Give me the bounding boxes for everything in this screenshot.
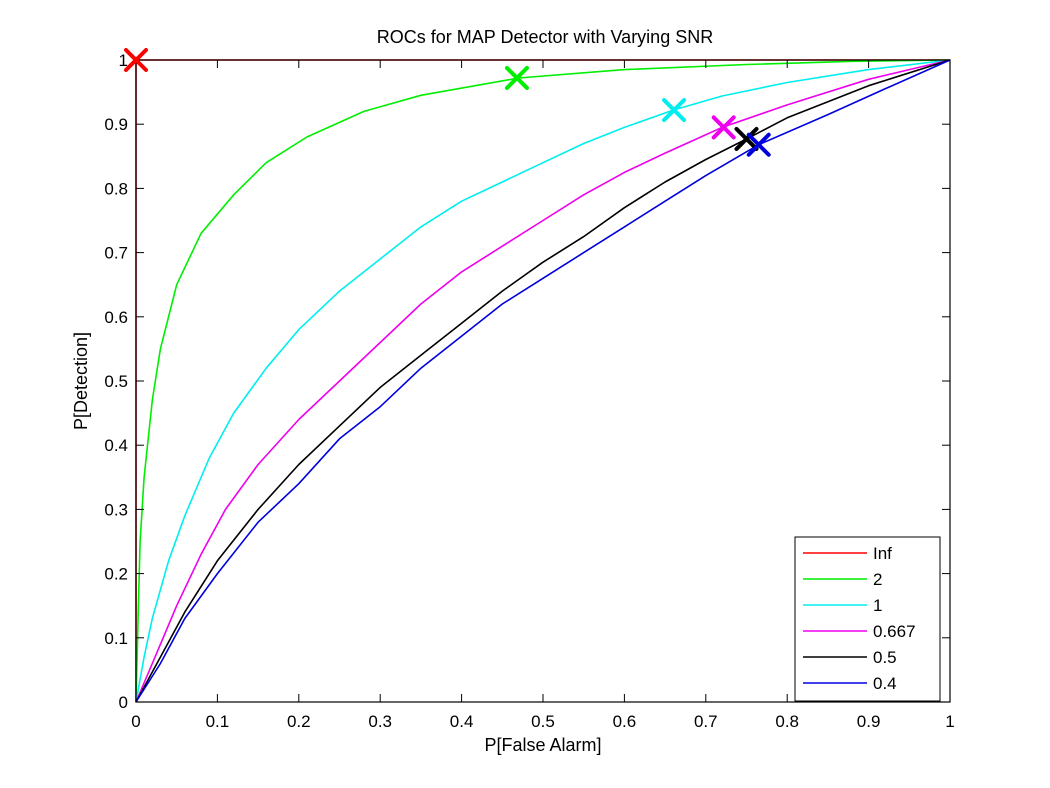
y-tick-label: 1 xyxy=(119,51,128,70)
operating-point-marker xyxy=(746,132,771,157)
operating-point-marker xyxy=(711,115,736,140)
legend-label: 0.4 xyxy=(873,674,897,693)
legend: Inf 2 1 0.667 0.5 0.4 xyxy=(794,536,941,702)
series-line xyxy=(135,59,951,703)
x-tick-label: 0 xyxy=(131,712,140,731)
chart-title: ROCs for MAP Detector with Varying SNR xyxy=(377,27,713,47)
y-tick-label: 0.1 xyxy=(104,629,128,648)
y-tick-label: 0.6 xyxy=(104,308,128,327)
operating-point-marker xyxy=(504,65,529,90)
legend-label: Inf xyxy=(873,544,892,563)
operating-point-marker xyxy=(734,126,759,151)
series-line xyxy=(135,59,951,703)
y-tick-label: 0.3 xyxy=(104,500,128,519)
y-axis-label: P[Detection] xyxy=(71,332,91,430)
x-tick-label: 0.5 xyxy=(531,712,555,731)
operating-point-markers xyxy=(124,48,771,157)
y-tick-label: 0 xyxy=(119,693,128,712)
x-tick-label: 0.1 xyxy=(206,712,230,731)
series-line xyxy=(135,59,951,703)
y-tick-label: 0.8 xyxy=(104,179,128,198)
y-tick-label: 0.2 xyxy=(104,565,128,584)
y-tick-label: 0.7 xyxy=(104,244,128,263)
series-line xyxy=(135,59,951,703)
operating-point-marker xyxy=(662,98,687,123)
x-axis-label: P[False Alarm] xyxy=(484,735,601,755)
operating-point-marker xyxy=(124,48,148,72)
y-tick-label: 0.4 xyxy=(104,436,128,455)
y-tick-label: 0.5 xyxy=(104,372,128,391)
legend-label: 2 xyxy=(873,570,882,589)
x-tick-label: 0.7 xyxy=(694,712,718,731)
legend-box xyxy=(794,536,941,702)
x-tick-label: 0.6 xyxy=(613,712,637,731)
x-tick-label: 0.4 xyxy=(450,712,474,731)
x-tick-label: 1 xyxy=(945,712,954,731)
legend-label: 0.667 xyxy=(873,622,916,641)
legend-label: 0.5 xyxy=(873,648,897,667)
series-line xyxy=(135,59,951,703)
axis-ticks: 0 0.1 0.2 0.3 0.4 0.5 0.6 0.7 0.8 0.9 1 0 0.1 0.2 0.3 0… xyxy=(104,51,954,731)
y-tick-label: 0.9 xyxy=(104,115,128,134)
x-tick-label: 0.2 xyxy=(287,712,311,731)
legend-label: 1 xyxy=(873,596,882,615)
x-tick-label: 0.9 xyxy=(857,712,881,731)
x-tick-label: 0.3 xyxy=(368,712,392,731)
x-tick-label: 0.8 xyxy=(775,712,799,731)
